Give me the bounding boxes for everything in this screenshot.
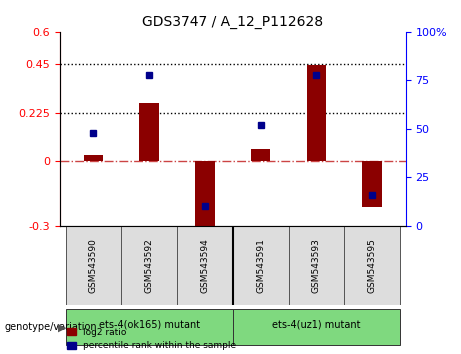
- FancyBboxPatch shape: [344, 226, 400, 304]
- Bar: [251, 149, 271, 161]
- FancyBboxPatch shape: [65, 226, 121, 304]
- Text: ▶: ▶: [58, 322, 66, 332]
- FancyBboxPatch shape: [233, 309, 400, 345]
- Bar: [139, 103, 159, 161]
- Text: GSM543594: GSM543594: [201, 238, 209, 292]
- FancyBboxPatch shape: [177, 226, 233, 304]
- Text: ets-4(ok165) mutant: ets-4(ok165) mutant: [99, 320, 200, 330]
- Title: GDS3747 / A_12_P112628: GDS3747 / A_12_P112628: [142, 16, 323, 29]
- Bar: [195, 161, 215, 231]
- Text: GSM543595: GSM543595: [368, 238, 377, 292]
- Text: GSM543593: GSM543593: [312, 238, 321, 292]
- FancyBboxPatch shape: [65, 309, 233, 345]
- Text: GSM543591: GSM543591: [256, 238, 265, 292]
- FancyBboxPatch shape: [233, 226, 289, 304]
- Bar: [307, 65, 326, 161]
- Legend: log2 ratio, percentile rank within the sample: log2 ratio, percentile rank within the s…: [65, 325, 239, 353]
- Text: GSM543590: GSM543590: [89, 238, 98, 292]
- Bar: [83, 155, 103, 161]
- Text: GSM543592: GSM543592: [145, 238, 154, 292]
- FancyBboxPatch shape: [289, 226, 344, 304]
- Text: genotype/variation: genotype/variation: [5, 322, 97, 332]
- Text: ets-4(uz1) mutant: ets-4(uz1) mutant: [272, 320, 361, 330]
- FancyBboxPatch shape: [121, 226, 177, 304]
- Bar: [362, 161, 382, 207]
